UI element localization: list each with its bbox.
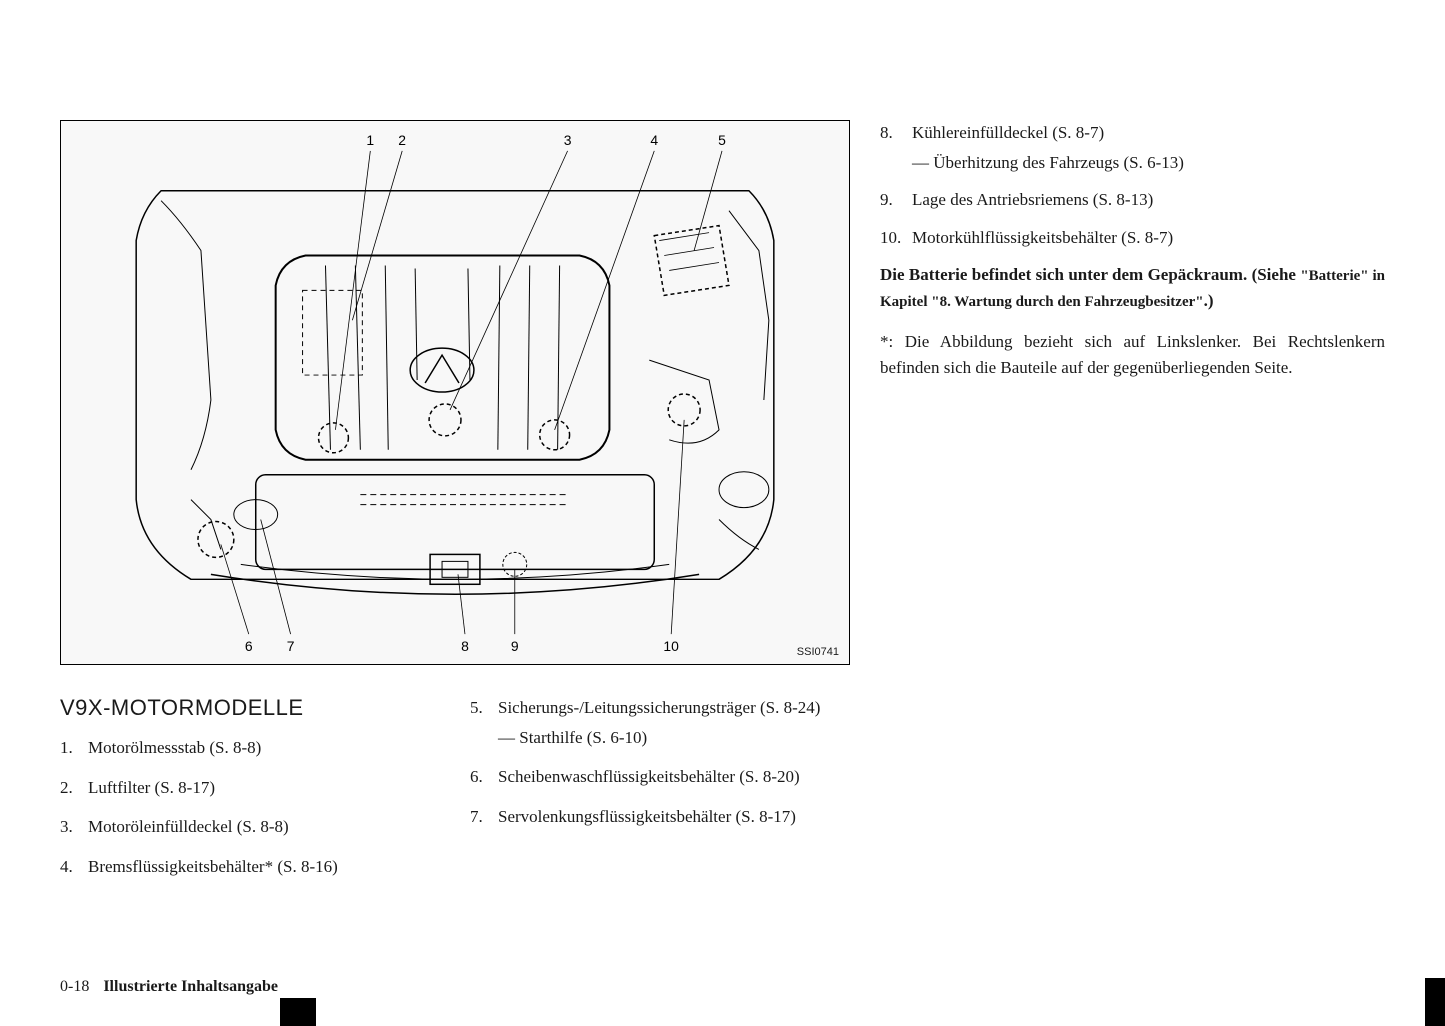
callout-number: 7 — [287, 638, 295, 654]
below-diagram-columns: V9X-MOTORMODELLE 1.Motorölmessstab (S. 8… — [60, 695, 850, 893]
right-section: 8.Kühlereinfülldeckel (S. 8-7)— Überhitz… — [880, 120, 1385, 893]
list-text: Motoröleinfülldeckel (S. 8-8) — [88, 814, 440, 840]
list-number: 2. — [60, 775, 88, 801]
list-text: Luftfilter (S. 8-17) — [88, 775, 440, 801]
list-text: Motorkühlflüssigkeitsbehälter (S. 8-7) — [912, 225, 1385, 251]
section-heading: V9X-MOTORMODELLE — [60, 695, 440, 721]
callout-number: 4 — [650, 132, 658, 148]
list-item: 7.Servolenkungsflüssigkeitsbehälter (S. … — [470, 804, 850, 830]
list-item: 10.Motorkühlflüssigkeitsbehälter (S. 8-7… — [880, 225, 1385, 251]
callout-number: 1 — [366, 132, 374, 148]
list-text: Scheibenwaschflüssigkeitsbehälter (S. 8-… — [498, 764, 850, 790]
list-subitem: — Überhitzung des Fahrzeugs (S. 6-13) — [912, 150, 1385, 176]
list-number: 8. — [880, 120, 912, 175]
print-marks — [0, 998, 1445, 1026]
bold-note-part1: Die Batterie befindet sich unter dem Gep… — [880, 265, 1300, 284]
callout-number: 6 — [245, 638, 253, 654]
list-number: 6. — [470, 764, 498, 790]
list-item: 6.Scheibenwaschflüssigkeitsbehälter (S. … — [470, 764, 850, 790]
callout-number: 9 — [511, 638, 519, 654]
callout-number: 8 — [461, 638, 469, 654]
list-item: 9.Lage des Antriebsriemens (S. 8-13) — [880, 187, 1385, 213]
list-number: 3. — [60, 814, 88, 840]
list-subitem: — Starthilfe (S. 6-10) — [498, 725, 850, 751]
list-text: Sicherungs-/Leitungssicherungsträger (S.… — [498, 695, 850, 750]
list-number: 10. — [880, 225, 912, 251]
engine-illustration: 1 2 3 4 5 6 7 8 9 10 — [61, 121, 849, 664]
list-item: 4.Bremsflüssigkeitsbehälter* (S. 8-16) — [60, 854, 440, 880]
list-item: 1.Motorölmessstab (S. 8-8) — [60, 735, 440, 761]
diagram-code: SSI0741 — [797, 646, 839, 658]
column-1: V9X-MOTORMODELLE 1.Motorölmessstab (S. 8… — [60, 695, 440, 893]
list-text: Servolenkungsflüssigkeitsbehälter (S. 8-… — [498, 804, 850, 830]
print-mark-left — [280, 998, 316, 1026]
print-mark-right — [1425, 978, 1445, 1026]
footer-title: Illustrierte Inhaltsangabe — [103, 978, 278, 995]
list-item: 2.Luftfilter (S. 8-17) — [60, 775, 440, 801]
bold-note-part2: .) — [1204, 291, 1214, 310]
column-2: 5.Sicherungs-/Leitungssicherungsträger (… — [470, 695, 850, 893]
list-text: Motorölmessstab (S. 8-8) — [88, 735, 440, 761]
list-item: 8.Kühlereinfülldeckel (S. 8-7)— Überhitz… — [880, 120, 1385, 175]
list-text: Bremsflüssigkeitsbehälter* (S. 8-16) — [88, 854, 440, 880]
list-number: 1. — [60, 735, 88, 761]
bold-note: Die Batterie befindet sich unter dem Gep… — [880, 262, 1385, 313]
engine-diagram: 1 2 3 4 5 6 7 8 9 10 SSI0741 — [60, 120, 850, 665]
right-list: 8.Kühlereinfülldeckel (S. 8-7)— Überhitz… — [880, 120, 1385, 250]
list-text: Lage des Antriebsriemens (S. 8-13) — [912, 187, 1385, 213]
callout-number: 3 — [564, 132, 572, 148]
left-section: 1 2 3 4 5 6 7 8 9 10 SSI0741 V9X-MOTORMODELLE 1.… — [60, 120, 850, 893]
list-number: 9. — [880, 187, 912, 213]
list-item: 3.Motoröleinfülldeckel (S. 8-8) — [60, 814, 440, 840]
list-number: 4. — [60, 854, 88, 880]
footnote: *: Die Abbildung bezieht sich auf Linksl… — [880, 329, 1385, 380]
page-footer: 0-18 Illustrierte Inhaltsangabe — [60, 978, 278, 996]
list-number: 7. — [470, 804, 498, 830]
callout-number: 5 — [718, 132, 726, 148]
list-text: Kühlereinfülldeckel (S. 8-7)— Überhitzun… — [912, 120, 1385, 175]
list-number: 5. — [470, 695, 498, 750]
mid-list: 5.Sicherungs-/Leitungssicherungsträger (… — [470, 695, 850, 829]
callout-number: 2 — [398, 132, 406, 148]
left-list: 1.Motorölmessstab (S. 8-8)2.Luftfilter (… — [60, 735, 440, 879]
list-item: 5.Sicherungs-/Leitungssicherungsträger (… — [470, 695, 850, 750]
callout-number: 10 — [663, 638, 679, 654]
page-number: 0-18 — [60, 978, 89, 995]
